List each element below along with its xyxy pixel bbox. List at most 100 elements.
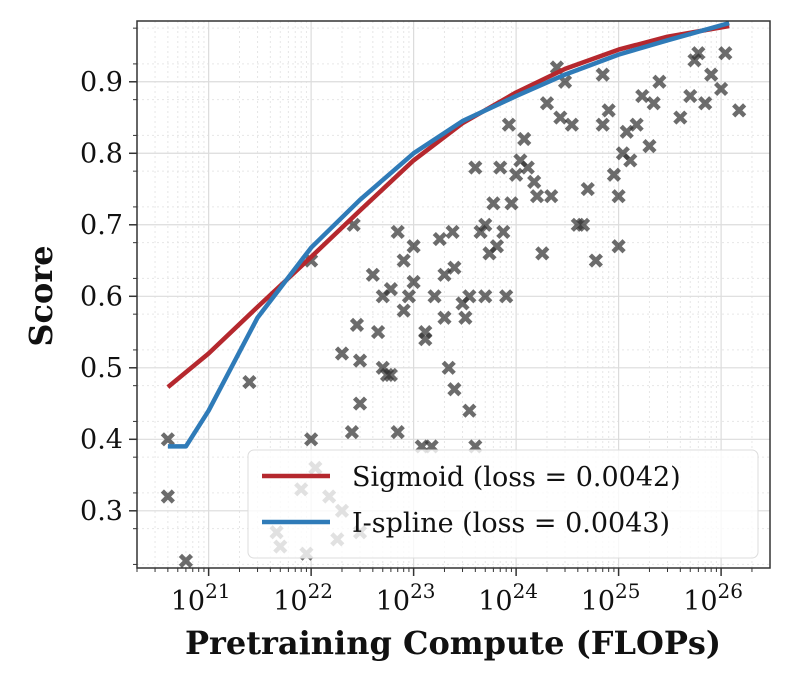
x-tick-label-exponent: 25 (615, 579, 640, 603)
x-tick-label-base: 10 (581, 586, 615, 617)
x-tick-label: 1026 (683, 579, 743, 617)
legend-box (247, 449, 759, 559)
scatter-point (396, 253, 411, 268)
scatter-point (352, 353, 368, 368)
scatter-point (383, 367, 398, 383)
scatter-point (646, 96, 661, 111)
scatter-point (379, 367, 395, 383)
scatter-point (718, 46, 733, 61)
x-tick-label-exponent: 22 (308, 579, 333, 603)
x-tick-label: 1025 (581, 579, 641, 617)
scatter-point (544, 189, 559, 204)
scatter-point (458, 310, 473, 325)
x-tick-label-exponent: 24 (513, 579, 538, 603)
scatter-point (352, 396, 368, 411)
scatter-point (441, 360, 456, 375)
scatter-point (691, 46, 706, 61)
y-tick-label: 0.9 (80, 67, 123, 98)
legend-label-ispline: I-spline (loss = 0.0043) (352, 508, 670, 539)
scatter-point (383, 282, 398, 297)
scatter-point (683, 88, 698, 104)
scatter-point (687, 53, 702, 68)
scatter-point (160, 432, 175, 447)
scatter-point (595, 117, 610, 132)
scatter-point (529, 189, 545, 204)
scatter-point (462, 289, 477, 304)
scatter-point (714, 81, 729, 97)
scatter-point (539, 96, 555, 111)
scatter-point (504, 196, 519, 211)
scatter-point (535, 246, 550, 261)
scatter-point (652, 74, 667, 89)
fit-lines (166, 21, 730, 449)
y-tick-label: 0.8 (80, 138, 123, 169)
scatter-point (595, 67, 610, 82)
scatter-point (673, 110, 688, 125)
y-axis-ticks: 0.3 0.4 0.5 0.6 0.7 0.8 0.9 (80, 27, 137, 565)
x-tick-label-base: 10 (171, 586, 205, 617)
scatter-point (575, 217, 591, 232)
scatter-point (623, 153, 638, 168)
scatter-point (432, 231, 447, 247)
scatter-point (447, 260, 462, 275)
ispline-fit-line (167, 21, 730, 449)
scatter-point (406, 274, 421, 290)
y-axis-title: Score (22, 245, 60, 346)
scatter-point (635, 88, 650, 104)
x-tick-label: 1022 (273, 579, 333, 617)
scatter-point (517, 131, 532, 147)
scatter-point (478, 217, 493, 232)
scatter-point (478, 289, 493, 304)
scatter-point (698, 96, 713, 111)
scatter-point (344, 425, 360, 440)
scatter-point (501, 117, 516, 132)
y-tick-label: 0.3 (80, 496, 123, 527)
scatter-point (445, 224, 460, 240)
scatter-point (427, 289, 442, 304)
scatter-point (496, 224, 511, 240)
sigmoid-fit-line (166, 23, 730, 389)
scatter-point (437, 310, 452, 325)
scatter-point (611, 239, 626, 254)
scatter-point (527, 174, 542, 189)
plot-frame (136, 20, 771, 569)
scatter-point (406, 239, 421, 254)
scatter-point (447, 382, 462, 397)
scatter-point (732, 103, 747, 118)
x-tick-label: 1021 (171, 579, 231, 617)
scatter-point (564, 117, 579, 132)
x-axis-title: Pretraining Compute (FLOPs) (185, 624, 721, 662)
x-tick-label-exponent: 21 (205, 579, 230, 603)
scatter-point (629, 117, 644, 132)
legend-label-sigmoid: Sigmoid (loss = 0.0042) (352, 462, 681, 493)
scatter-point (390, 425, 405, 440)
x-tick-label-base: 10 (683, 586, 717, 617)
scatter-point (606, 167, 622, 182)
scatter-point (704, 67, 719, 82)
y-tick-label: 0.5 (80, 353, 123, 384)
scatter-point (334, 346, 350, 361)
x-axis-ticks: 1021 1022 1023 1024 1025 1026 (136, 568, 753, 617)
scatter-point (520, 160, 535, 175)
y-tick-label: 0.4 (80, 424, 123, 455)
scatter-point (418, 332, 433, 347)
x-tick-label-exponent: 23 (410, 579, 435, 603)
scatter-point (462, 403, 477, 418)
scatter-point (509, 167, 524, 182)
x-tick-label: 1023 (376, 579, 436, 617)
scatter-point (553, 110, 568, 125)
scatter-point (489, 239, 505, 254)
scatter-point (242, 375, 257, 390)
scatter-point (642, 139, 657, 154)
y-tick-label: 0.7 (80, 210, 123, 241)
scatter-point (499, 289, 514, 304)
scatter-point (588, 253, 603, 268)
scatter-point (370, 324, 386, 340)
scatter-point (396, 303, 411, 318)
scatter-point (486, 196, 501, 211)
x-tick-label-base: 10 (376, 586, 410, 617)
scatter-point (601, 103, 616, 118)
scatter-point (365, 267, 380, 282)
